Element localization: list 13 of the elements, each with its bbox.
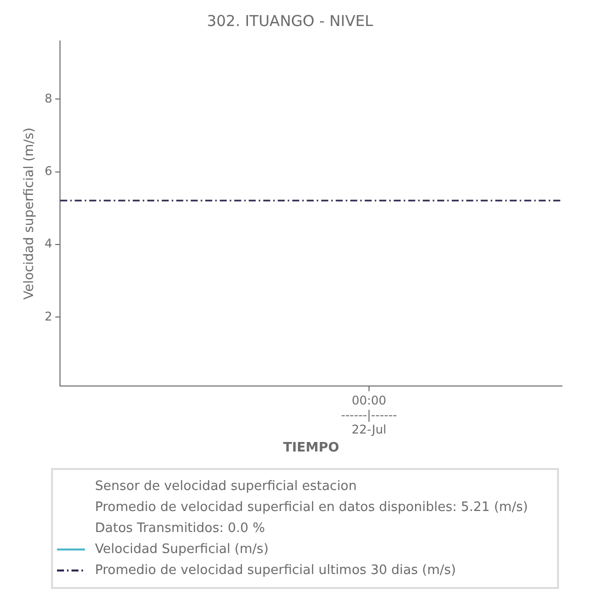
y-tick-label: 2 [44, 309, 52, 324]
y-tick-label: 4 [44, 236, 52, 251]
text: Sensor de velocidad superficial estacion [95, 478, 357, 494]
legend-label: Velocidad Superficial (m/s) [95, 542, 269, 557]
x-tick-label: 00:00 ------|------ 22-Jul [341, 394, 398, 436]
y-tick-label: 6 [44, 164, 52, 178]
y-tick-label: 8 [44, 91, 52, 106]
y-axis-title: Velocidad superficial (m/s) [22, 128, 38, 300]
text: Promedio de velocidad superficial en datos disponibles: 5.21 (m/s) [95, 500, 528, 515]
x-axis-title: TIEMPO [283, 440, 340, 456]
text: Datos Transmitidos: 0.0 % [95, 520, 265, 536]
legend-label: Promedio de velocidad superficial ultimos 30 dias (m/s) [95, 562, 456, 578]
chart-title: 302. ITUANGO - NIVEL [206, 12, 374, 30]
